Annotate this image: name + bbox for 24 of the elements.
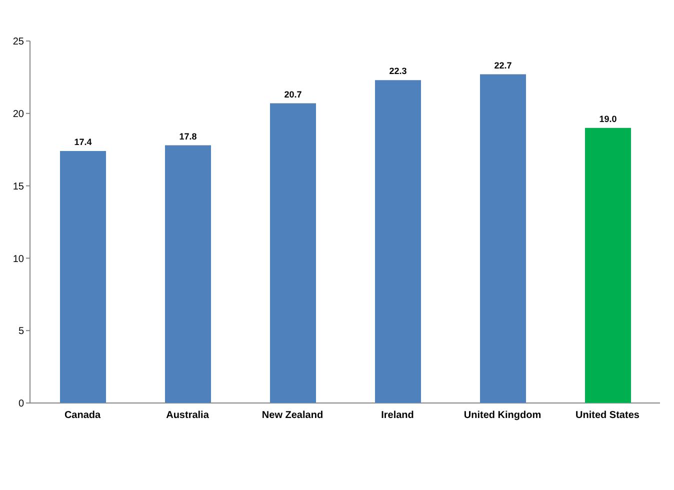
data-label: 20.7 [284, 89, 302, 100]
x-tick-label: United States [576, 410, 640, 422]
y-tick-label: 20 [12, 108, 24, 120]
bar [60, 151, 106, 403]
bar [480, 74, 526, 403]
y-tick-label: 0 [18, 398, 24, 410]
x-tick-label: Ireland [381, 410, 414, 422]
x-tick-label: Australia [166, 410, 210, 422]
y-tick-label: 25 [12, 36, 24, 48]
bar [375, 80, 421, 403]
data-label: 19.0 [599, 114, 617, 124]
data-label: 22.7 [494, 60, 512, 70]
x-tick-label: New Zealand [262, 410, 324, 422]
bar [270, 103, 316, 403]
x-tick-label: United Kingdom [464, 410, 542, 422]
y-tick-label: 5 [18, 326, 24, 338]
bar [165, 145, 211, 403]
data-label: 22.3 [389, 66, 407, 76]
data-label: 17.8 [179, 131, 197, 142]
x-tick-label: Canada [64, 410, 101, 422]
bar [585, 128, 631, 403]
y-tick-label: 15 [12, 181, 24, 192]
y-tick-label: 10 [12, 254, 24, 265]
data-label: 17.4 [74, 137, 92, 148]
